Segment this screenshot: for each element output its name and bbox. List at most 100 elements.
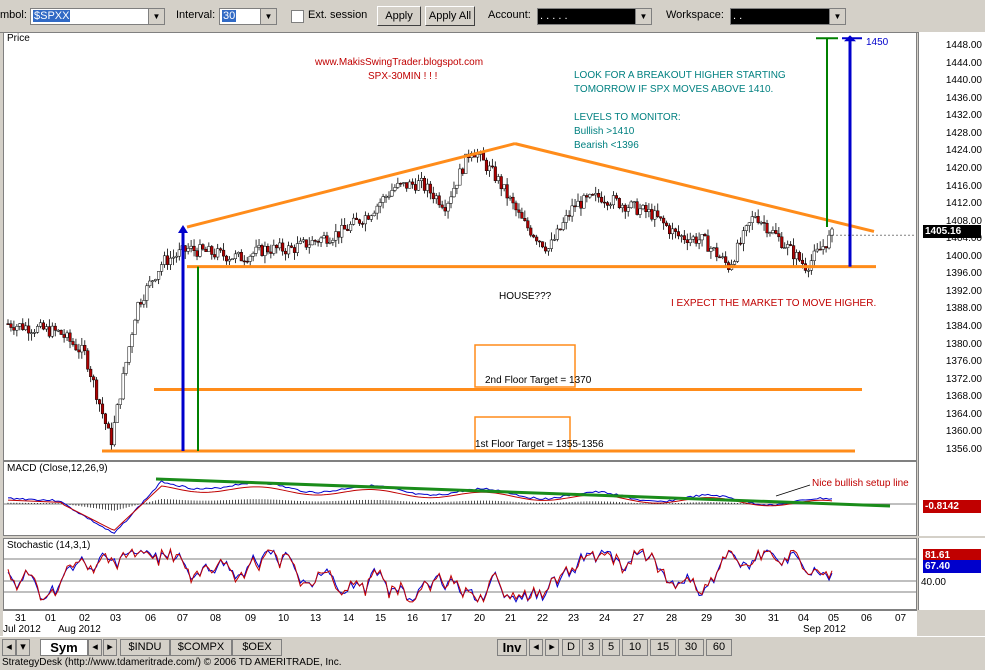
candle-body: [529, 227, 533, 236]
candle-body: [71, 341, 75, 345]
price-pane-title: Price: [7, 33, 30, 44]
candle-body: [668, 225, 672, 235]
candle-body: [6, 323, 10, 325]
candle-body: [756, 216, 760, 223]
date-tick-label: 30: [735, 613, 747, 624]
price-tick-label: 1392.00: [945, 285, 982, 297]
candle-body: [741, 230, 745, 244]
tab-compx[interactable]: $COMPX: [170, 639, 232, 656]
tab-interval[interactable]: 60: [706, 639, 732, 656]
month-label-sep: Sep 2012: [803, 624, 846, 635]
macd-pane[interactable]: MACD (Close,12,26,9) Nice bullish setup …: [3, 461, 917, 536]
candle-body: [611, 195, 615, 206]
candle-body: [484, 159, 489, 171]
interval-combo[interactable]: 30 ▼: [219, 8, 277, 25]
price-pane[interactable]: Price www.MakisSwingTrader.blogspot.com …: [3, 32, 917, 461]
candle-body: [558, 228, 562, 231]
bearish-annotation: Bearish <1396: [574, 140, 639, 151]
candle-body: [614, 195, 618, 199]
candle-body: [381, 196, 385, 203]
workspace-combo[interactable]: . . ▼: [730, 8, 846, 25]
scroll-down-icon[interactable]: ▾: [16, 639, 30, 656]
stoch-k-line: [7, 549, 833, 603]
chevron-down-icon[interactable]: ▼: [635, 9, 651, 24]
tab-oex[interactable]: $OEX: [232, 639, 282, 656]
candle-body: [523, 218, 527, 222]
candle-body: [310, 240, 314, 246]
candle-body: [647, 209, 651, 213]
candle-body: [605, 202, 610, 206]
tab-indu[interactable]: $INDU: [120, 639, 170, 656]
date-tick-label: 21: [505, 613, 517, 624]
tab-sym[interactable]: Sym: [40, 639, 88, 656]
candle-body: [458, 168, 462, 186]
candle-body: [425, 183, 429, 191]
stoch-tick-40: 40.00: [920, 577, 946, 588]
candle-body: [328, 242, 332, 244]
candle-body: [230, 258, 235, 261]
candle-body: [343, 225, 347, 230]
account-combo[interactable]: . . . . . ▼: [537, 8, 652, 25]
candle-body: [514, 202, 518, 211]
price-chart: [6, 35, 916, 453]
apply-button[interactable]: Apply: [377, 6, 421, 26]
expect-annotation: I EXPECT THE MARKET TO MOVE HIGHER.: [671, 298, 877, 309]
candle-body: [659, 216, 663, 219]
scroll-left-icon[interactable]: ◂: [2, 639, 16, 656]
candle-body: [313, 240, 317, 242]
chevron-down-icon[interactable]: ▼: [148, 9, 164, 24]
inv-next-icon[interactable]: ▸: [545, 639, 559, 656]
candle-body: [408, 181, 412, 189]
breakout-annotation-1: LOOK FOR A BREAKOUT HIGHER STARTING: [574, 70, 786, 81]
ext-session-checkbox[interactable]: [291, 10, 304, 23]
candle-body: [724, 256, 728, 263]
stochastic-pane[interactable]: Stochastic (14,3,1): [3, 538, 917, 610]
tab-prev-icon[interactable]: ◂: [88, 639, 102, 656]
candle-body: [555, 228, 559, 240]
candle-body: [541, 241, 545, 248]
apply-all-button[interactable]: Apply All: [425, 6, 475, 26]
date-tick-label: 31: [768, 613, 780, 624]
candle-body: [706, 235, 710, 252]
chevron-down-icon[interactable]: ▼: [829, 9, 845, 24]
price-tick-label: 1408.00: [945, 215, 982, 227]
tab-interval[interactable]: 3: [582, 639, 600, 656]
candle-body: [12, 327, 16, 331]
candle-body: [222, 249, 226, 257]
price-axis[interactable]: 1448.00 1444.00 1440.00 1436.00 1432.00 1428.…: [918, 32, 985, 461]
site-annotation: www.MakisSwingTrader.blogspot.com: [315, 57, 484, 68]
stoch-d-line: [7, 547, 833, 604]
candle-body: [372, 212, 376, 216]
date-tick-label: 28: [666, 613, 678, 624]
workspace-label: Workspace:: [666, 9, 724, 21]
candle-body: [260, 245, 264, 256]
candle-body: [92, 376, 96, 381]
resistance-right-line: [514, 142, 875, 233]
tab-next-icon[interactable]: ▸: [103, 639, 117, 656]
candle-body: [774, 230, 778, 234]
tab-interval[interactable]: 10: [622, 639, 648, 656]
tab-inv[interactable]: Inv: [497, 639, 527, 656]
candle-body: [65, 332, 69, 338]
resistance-left-line: [186, 142, 516, 229]
date-tick-label: 10: [278, 613, 290, 624]
candle-body: [210, 246, 214, 255]
chevron-down-icon[interactable]: ▼: [260, 9, 276, 24]
candle-body: [27, 325, 31, 334]
candle-body: [768, 232, 772, 234]
inv-prev-icon[interactable]: ◂: [529, 639, 543, 656]
candle-body: [319, 237, 323, 243]
candle-body: [307, 244, 311, 248]
symbol-combo[interactable]: $SPXX ▼: [30, 8, 165, 25]
candle-body: [245, 260, 249, 263]
tab-interval[interactable]: 30: [678, 639, 704, 656]
candle-body: [561, 222, 565, 230]
tab-interval[interactable]: 15: [650, 639, 676, 656]
candle-body: [653, 210, 657, 220]
candle-body: [109, 427, 113, 446]
tab-interval[interactable]: 5: [602, 639, 620, 656]
candle-body: [24, 325, 28, 330]
candle-body: [30, 332, 34, 334]
tab-interval[interactable]: D: [562, 639, 580, 656]
candle-body: [830, 228, 834, 236]
